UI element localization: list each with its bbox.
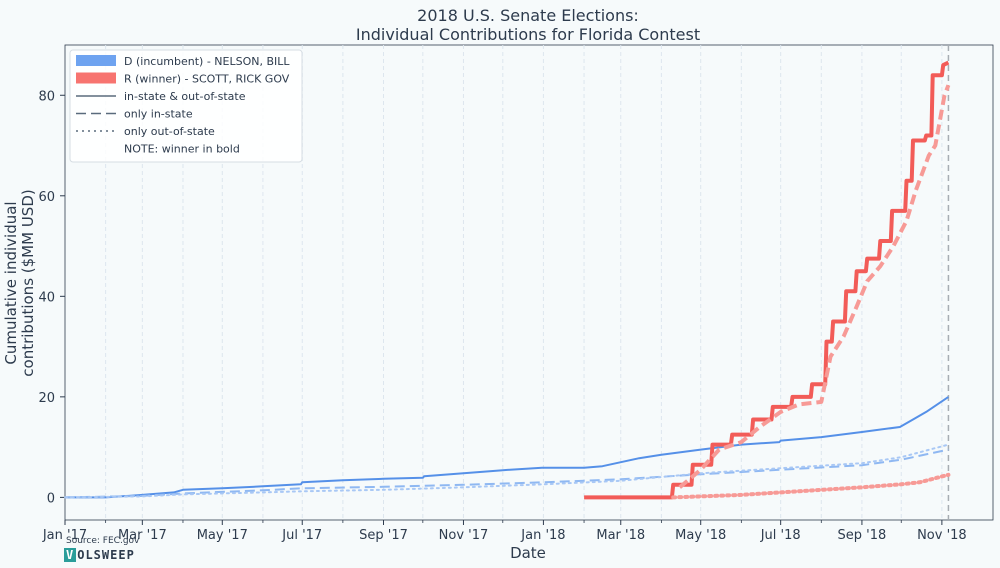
series-line-d-dashed: [64, 448, 949, 499]
logo-text: OLSWEEP: [77, 548, 135, 562]
legend-label: only in-state: [124, 108, 193, 121]
y-axis-label-line-2: contributions ($MM USD): [19, 189, 37, 376]
brand-logo: V OLSWEEP: [64, 548, 135, 562]
series-line-r-dotted: [671, 472, 951, 500]
y-axis-ticks: 0 20 40 60 80: [38, 89, 65, 506]
legend-items: D (incumbent) - NELSON, BILL R (winner) -…: [76, 55, 290, 156]
series-line-r-dashed: [678, 84, 951, 489]
legend: D (incumbent) - NELSON, BILL R (winner) -…: [69, 49, 303, 163]
x-tick-label: Mar '18: [596, 528, 645, 543]
x-tick-label: Jan '18: [520, 528, 565, 543]
legend-label: D (incumbent) - NELSON, BILL: [124, 55, 290, 68]
x-tick-label: Mar '17: [118, 528, 167, 543]
source-note: Source: FEC.gov: [66, 536, 140, 546]
y-axis-label-line-1: Cumulative individual: [2, 201, 20, 364]
legend-label: only out-of-state: [124, 125, 215, 138]
series-line-d-dotted: [64, 443, 950, 499]
legend-label: R (winner) - SCOTT, RICK GOV: [124, 73, 290, 86]
x-axis-ticks: Jan '17 Mar '17 May '17 Jul '17 Sep '17 Nov '…: [42, 520, 967, 543]
y-tick-label: 0: [47, 491, 55, 506]
chart-title-line-2: Individual Contributions for Florida Con…: [356, 25, 700, 44]
x-tick-label: May '18: [675, 528, 726, 543]
x-axis-label: Date: [510, 544, 546, 562]
legend-box: [69, 49, 303, 163]
x-tick-label: Jul '17: [281, 528, 322, 543]
y-tick-label: 40: [38, 290, 55, 305]
x-tick-label: Nov '18: [917, 528, 967, 543]
legend-swatch: [76, 72, 116, 84]
legend-label: in-state & out-of-state: [124, 90, 246, 103]
series-lines: [64, 60, 951, 500]
x-tick-label: Sep '18: [838, 528, 887, 543]
logo-initial: V: [64, 548, 77, 562]
x-tick-label: Jan '17: [42, 528, 87, 543]
x-tick-label: May '17: [197, 528, 248, 543]
x-tick-label: Sep '17: [359, 528, 408, 543]
chart-title-line-1: 2018 U.S. Senate Elections:: [417, 6, 639, 25]
legend-swatch: [76, 55, 116, 66]
x-tick-label: Jul '18: [760, 528, 801, 543]
y-tick-label: 20: [38, 391, 55, 406]
y-tick-label: 80: [38, 89, 55, 104]
legend-label: NOTE: winner in bold: [124, 143, 240, 156]
y-tick-label: 60: [38, 190, 55, 205]
x-tick-label: Nov '17: [439, 528, 489, 543]
series-line-d-solid: [65, 396, 949, 499]
